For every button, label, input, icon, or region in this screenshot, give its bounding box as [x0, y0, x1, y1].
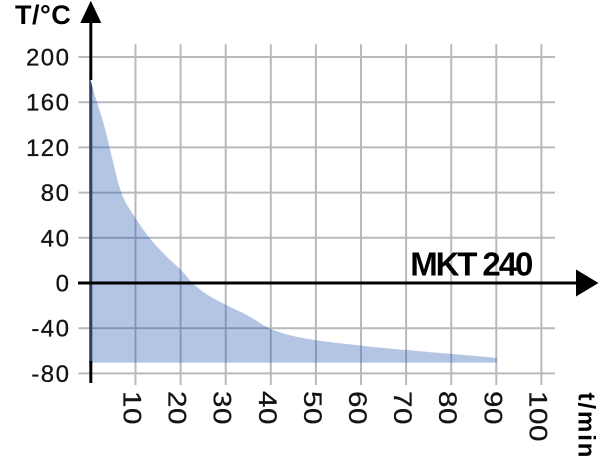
svg-text:40: 40 [253, 391, 281, 425]
svg-text:t/min: t/min [573, 393, 600, 460]
svg-text:30: 30 [208, 391, 236, 425]
svg-text:80: 80 [434, 391, 462, 425]
svg-text:200: 200 [26, 45, 71, 72]
svg-text:-40: -40 [31, 316, 70, 343]
svg-text:60: 60 [344, 391, 372, 425]
svg-text:70: 70 [389, 391, 417, 425]
svg-text:90: 90 [479, 391, 507, 425]
svg-text:40: 40 [41, 225, 71, 252]
svg-text:100: 100 [524, 391, 552, 442]
svg-text:10: 10 [118, 391, 146, 425]
svg-text:T/°C: T/°C [15, 0, 71, 30]
svg-text:120: 120 [26, 135, 71, 162]
svg-text:80: 80 [41, 180, 71, 207]
svg-text:-80: -80 [31, 361, 70, 388]
svg-text:160: 160 [26, 90, 71, 117]
svg-text:50: 50 [298, 391, 326, 425]
svg-text:MKT 240: MKT 240 [410, 245, 532, 282]
svg-text:20: 20 [163, 391, 191, 425]
svg-text:0: 0 [56, 271, 71, 298]
